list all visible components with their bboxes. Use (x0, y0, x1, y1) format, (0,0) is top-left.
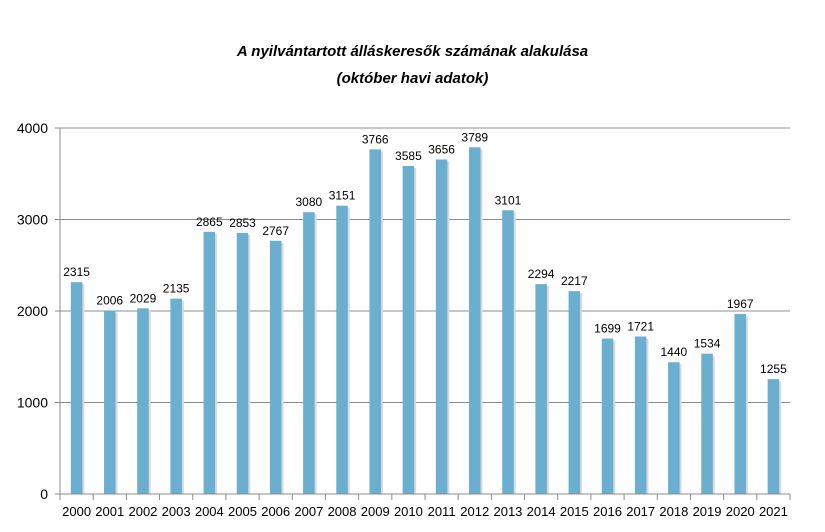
chart-title-block: A nyilvántartott álláskeresők számának a… (0, 38, 825, 92)
x-tick-label: 2018 (659, 504, 688, 519)
bar (535, 284, 547, 494)
y-tick-label: 2000 (17, 303, 48, 319)
bar (634, 336, 647, 494)
data-label: 3789 (461, 130, 488, 144)
data-label: 1534 (694, 337, 721, 351)
x-tick-label: 2017 (626, 504, 655, 519)
x-tick-label: 2019 (693, 504, 722, 519)
gridlines (60, 127, 790, 403)
bar (203, 231, 216, 495)
x-tick-label: 2012 (460, 504, 489, 519)
bar (568, 291, 581, 494)
x-tick-label: 2009 (361, 504, 390, 519)
bar (303, 212, 315, 494)
data-label: 3151 (329, 189, 356, 203)
data-label: 2217 (561, 274, 588, 288)
data-label: 1967 (727, 297, 754, 311)
data-label: 2294 (528, 267, 555, 281)
data-label: 2865 (196, 215, 223, 229)
y-tick-label: 4000 (17, 120, 48, 136)
y-axis: 0 1000 2000 3000 4000 (17, 120, 61, 502)
bar (369, 149, 381, 494)
data-label: 2315 (63, 265, 90, 279)
bar (767, 379, 780, 494)
y-tick-label: 1000 (17, 395, 48, 411)
data-label: 2135 (163, 282, 190, 296)
bar (469, 147, 481, 494)
bar (70, 282, 83, 494)
data-label: 3766 (362, 132, 389, 146)
bar (137, 308, 149, 494)
data-labels: 2315 2006 2029 2135 2865 2853 2767 3080 3151 3766… (63, 130, 787, 376)
data-label: 2853 (229, 216, 256, 230)
y-tick-label: 3000 (17, 212, 48, 228)
bar (668, 362, 680, 494)
chart-subtitle: (október havi adatok) (336, 70, 489, 87)
bar (502, 210, 514, 495)
bars (70, 147, 782, 495)
data-label: 1721 (627, 320, 654, 334)
bar (170, 298, 182, 494)
x-tick-label: 2021 (759, 504, 788, 519)
x-tick-label: 2011 (428, 504, 456, 519)
x-tick-label: 2015 (560, 504, 589, 519)
x-tick-label: 2016 (593, 504, 622, 519)
x-tick-label: 2004 (195, 504, 224, 519)
bar (269, 240, 282, 494)
x-tick-label: 2014 (527, 504, 556, 519)
data-label: 1255 (760, 362, 787, 376)
x-tick-label: 2020 (726, 504, 755, 519)
x-axis: 2000 2001 2002 2003 2004 2005 2006 2007 2008 2009… (59, 493, 791, 519)
x-tick-label: 2007 (294, 504, 323, 519)
data-label: 3656 (428, 142, 455, 156)
data-label: 1440 (661, 345, 688, 359)
data-label: 2029 (130, 291, 157, 305)
x-tick-label: 2005 (228, 504, 257, 519)
bar (104, 310, 116, 494)
x-tick-label: 2006 (261, 504, 290, 519)
chart-title: A nyilvántartott álláskeresők számának a… (236, 43, 589, 60)
y-tick-label: 0 (40, 486, 48, 502)
data-label: 2767 (262, 224, 289, 238)
bar (336, 205, 348, 494)
data-label: 2006 (96, 293, 123, 307)
x-tick-label: 2002 (128, 504, 157, 519)
data-label: 1699 (594, 322, 621, 336)
x-tick-label: 2001 (95, 504, 124, 519)
x-tick-label: 2010 (394, 504, 423, 519)
x-tick-label: 2013 (493, 504, 522, 519)
data-label: 3101 (495, 193, 522, 207)
bar (402, 165, 415, 494)
bar (601, 338, 614, 494)
x-tick-label: 2008 (328, 504, 357, 519)
x-tick-label: 2000 (62, 504, 91, 519)
bar (701, 353, 713, 494)
bar (236, 232, 249, 494)
data-label: 3585 (395, 149, 422, 163)
bar (734, 314, 746, 494)
bar (435, 159, 448, 494)
data-label: 3080 (296, 195, 323, 209)
x-tick-label: 2003 (162, 504, 191, 519)
